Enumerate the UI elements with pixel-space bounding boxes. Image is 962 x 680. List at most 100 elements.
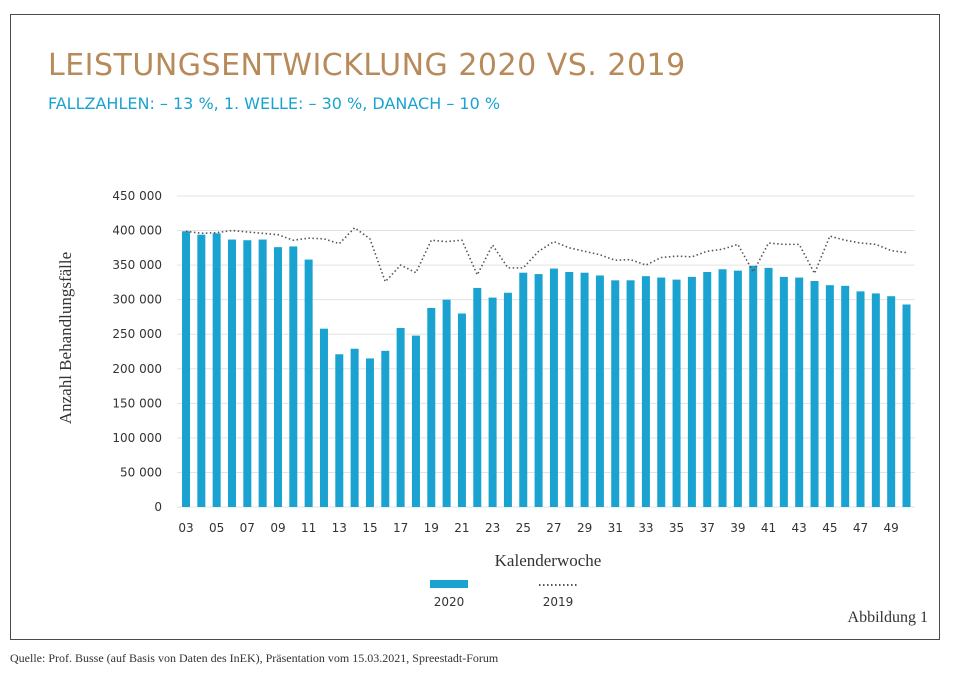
bar-2020 — [565, 272, 574, 507]
x-tick-label: 49 — [884, 521, 899, 535]
bar-2020 — [304, 259, 313, 507]
x-tick-label: 07 — [240, 521, 255, 535]
y-tick-label: 150 000 — [112, 396, 162, 410]
x-tick-label: 05 — [209, 521, 224, 535]
y-tick-label: 50 000 — [120, 465, 162, 479]
x-tick-label: 19 — [424, 521, 439, 535]
y-tick-label: 250 000 — [112, 327, 162, 341]
bar-2020 — [779, 276, 788, 507]
bar-2020 — [365, 358, 374, 507]
bar-2020 — [442, 299, 451, 507]
x-tick-label: 37 — [700, 521, 715, 535]
source-note: Quelle: Prof. Busse (auf Basis von Daten… — [10, 651, 499, 665]
legend-label-2020: 2020 — [434, 595, 465, 609]
bar-2020 — [580, 272, 589, 507]
x-tick-label: 29 — [577, 521, 592, 535]
bar-2020 — [718, 269, 727, 507]
x-axis-ticks: 03 05 07 09 11 13 15 17 19 21 23 25 27 29 31 33 35 37 39 41… — [178, 521, 898, 535]
bar-2020 — [657, 277, 666, 507]
bar-2020 — [182, 231, 190, 507]
bar-2020 — [887, 296, 896, 507]
bar-2020 — [488, 297, 497, 507]
y-tick-label: 200 000 — [112, 362, 162, 376]
bar-2020 — [243, 240, 252, 507]
bar-2020 — [289, 246, 298, 507]
y-axis-title: Anzahl Behandlungsfälle — [56, 252, 75, 424]
x-tick-label: 03 — [178, 521, 193, 535]
y-axis-ticks: 450 000 400 000 350 000 300 000 250 000 200 0… — [112, 189, 162, 514]
grid-lines — [177, 195, 915, 508]
y-tick-label: 450 000 — [112, 189, 162, 203]
x-tick-label: 31 — [608, 521, 623, 535]
bar-2020 — [825, 285, 834, 507]
bar-2020 — [703, 272, 712, 507]
series-2019-line — [185, 226, 907, 284]
bar-2020 — [871, 293, 880, 507]
bar-2020 — [687, 276, 696, 507]
x-tick-label: 13 — [332, 521, 347, 535]
bar-2020 — [641, 276, 650, 507]
x-tick-label: 09 — [270, 521, 285, 535]
x-tick-label: 33 — [638, 521, 653, 535]
bar-2020 — [335, 354, 344, 507]
bar-2020 — [672, 279, 681, 507]
bar-2020 — [810, 281, 819, 507]
bar-2020 — [319, 328, 328, 507]
bar-2020 — [457, 313, 466, 507]
y-tick-label: 100 000 — [112, 431, 162, 445]
legend-swatch-2020 — [430, 580, 468, 588]
bar-2020 — [611, 280, 620, 507]
x-tick-label: 17 — [393, 521, 408, 535]
y-tick-label: 0 — [154, 500, 162, 514]
bar-2020 — [473, 287, 482, 507]
x-tick-label: 23 — [485, 521, 500, 535]
bar-2020 — [749, 265, 758, 507]
x-tick-label: 15 — [362, 521, 377, 535]
bar-2020 — [626, 280, 635, 507]
y-tick-label: 350 000 — [112, 258, 162, 272]
bar-2020 — [411, 335, 420, 507]
bars-2020 — [182, 231, 911, 508]
x-tick-label: 27 — [546, 521, 561, 535]
x-tick-label: 45 — [822, 521, 837, 535]
bar-2020 — [427, 307, 436, 507]
bar-2020 — [519, 272, 528, 507]
x-axis-title: Kalenderwoche — [495, 551, 602, 570]
bar-2020 — [212, 233, 221, 507]
bar-2020 — [273, 247, 282, 508]
line-2019 — [185, 226, 907, 284]
x-tick-label: 25 — [516, 521, 531, 535]
chart-frame — [10, 14, 940, 640]
x-tick-label: 43 — [792, 521, 807, 535]
x-tick-label: 35 — [669, 521, 684, 535]
bar-2020 — [856, 291, 865, 507]
x-tick-label: 39 — [730, 521, 745, 535]
bar-2020 — [534, 274, 543, 507]
chart-subtitle: FALLZAHLEN: – 13 %, 1. WELLE: – 30 %, DA… — [48, 94, 501, 113]
y-tick-label: 400 000 — [112, 224, 162, 238]
bar-2020 — [381, 350, 390, 507]
bar-2020 — [227, 239, 236, 508]
bar-2020 — [841, 285, 850, 507]
bar-2020 — [258, 239, 267, 508]
bar-2020 — [350, 348, 359, 507]
bar-2020 — [595, 275, 604, 507]
bar-2020 — [503, 292, 512, 507]
y-tick-label: 300 000 — [112, 293, 162, 307]
bar-2020 — [396, 328, 405, 507]
bar-2020 — [764, 267, 773, 507]
legend: 2020 2019 — [430, 580, 577, 609]
figure-label: Abbildung 1 — [847, 609, 928, 626]
x-tick-label: 21 — [454, 521, 469, 535]
legend-label-2019: 2019 — [543, 595, 574, 609]
x-tick-label: 41 — [761, 521, 776, 535]
bar-2020 — [733, 270, 742, 507]
bar-2020 — [795, 277, 804, 507]
bar-2020 — [902, 304, 911, 507]
bar-2020 — [197, 234, 206, 508]
bar-2020 — [549, 268, 558, 507]
x-tick-label: 11 — [301, 521, 316, 535]
x-tick-label: 47 — [853, 521, 868, 535]
chart-title: LEISTUNGSENTWICKLUNG 2020 VS. 2019 — [48, 48, 686, 83]
